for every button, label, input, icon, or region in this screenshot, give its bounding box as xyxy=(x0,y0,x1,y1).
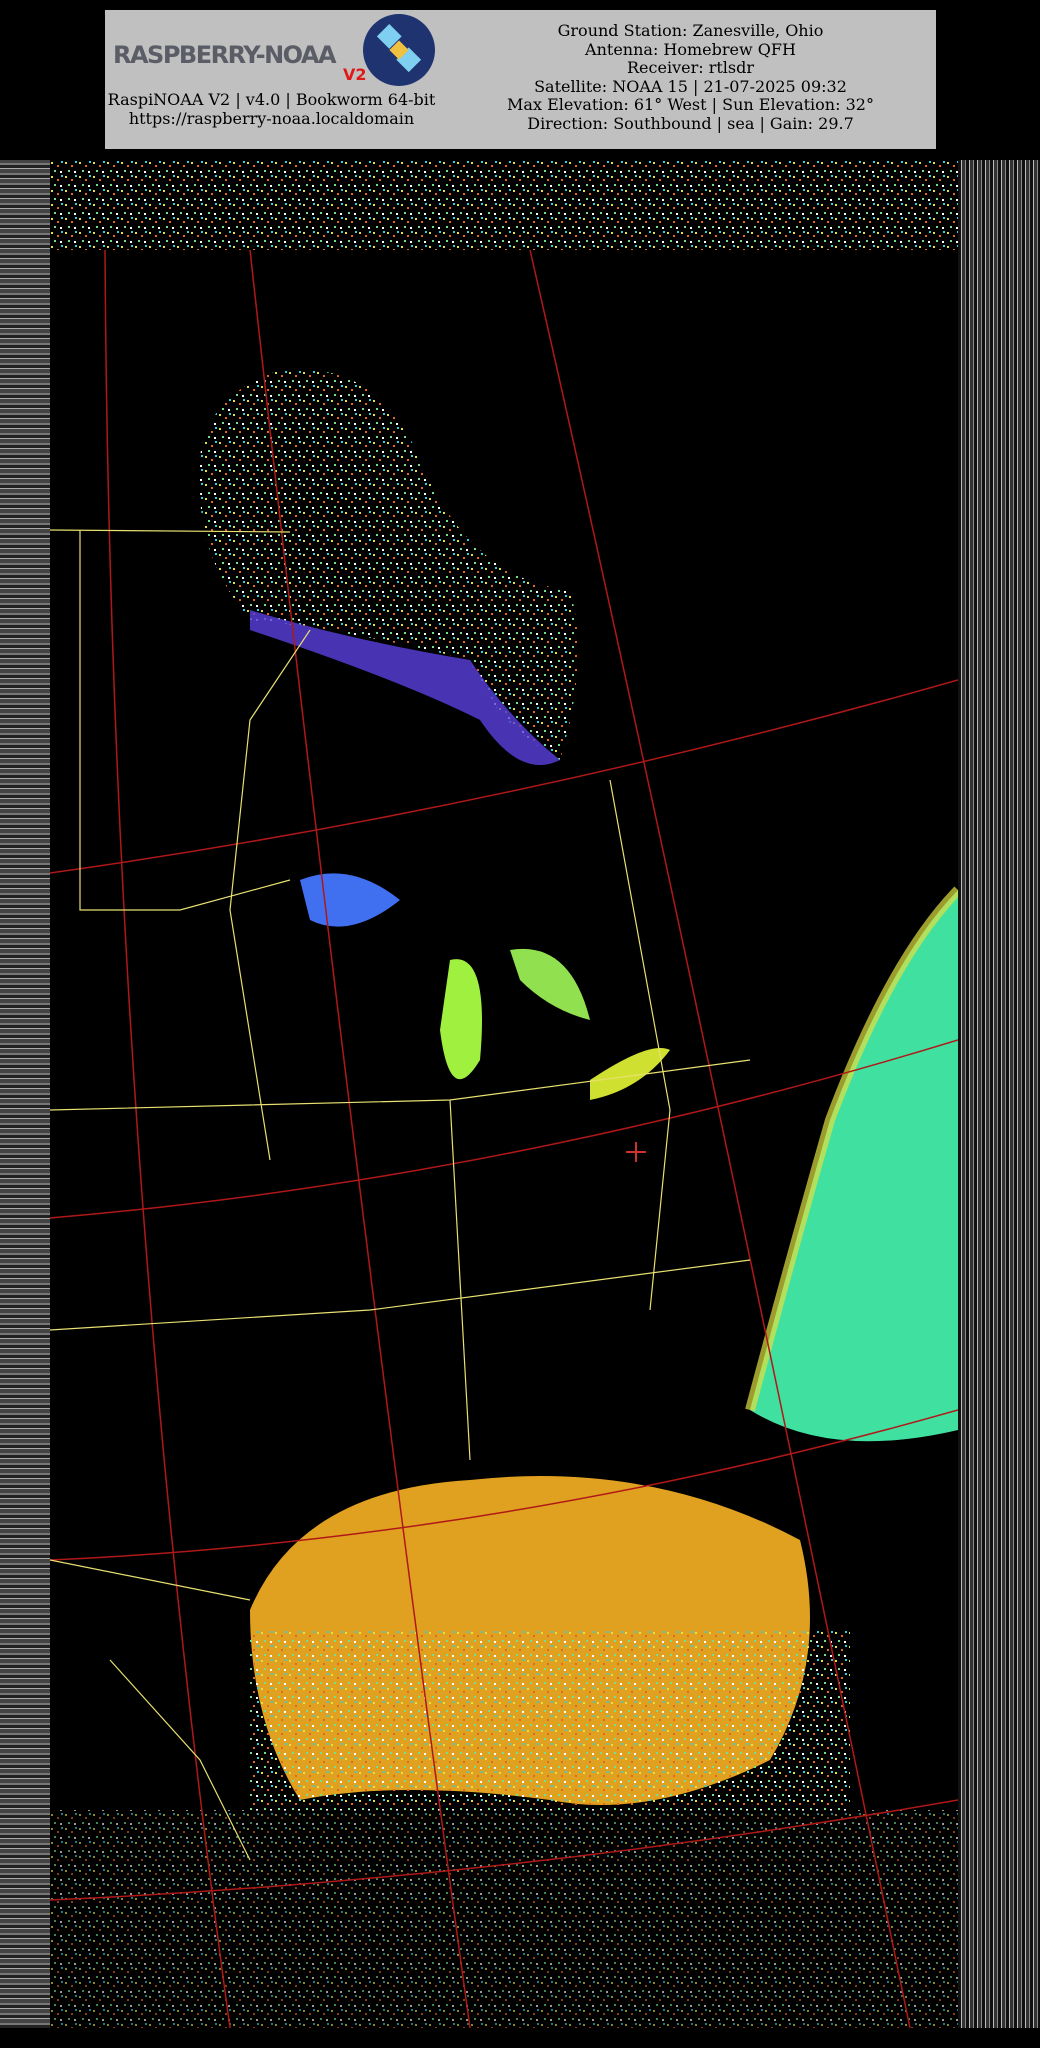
logo-text: RASPBERRY-NOAA xyxy=(113,41,337,69)
elevation: Max Elevation: 61° West | Sun Elevation:… xyxy=(507,95,874,114)
lake-superior xyxy=(300,873,400,927)
raspberry-noaa-logo: RASPBERRY-NOAA V2 xyxy=(113,14,438,88)
pass-details: Ground Station: Zanesville, Ohio Antenna… xyxy=(445,21,936,133)
hudson-bay-clouds xyxy=(199,369,578,760)
satellite: Satellite: NOAA 15 | 21-07-2025 09:32 xyxy=(534,76,847,96)
state-borders xyxy=(49,529,751,1861)
cloud-noise-bottom xyxy=(50,1810,958,2028)
satellite-logo-icon xyxy=(363,14,435,86)
hudson-bay-cold xyxy=(250,610,560,765)
antenna: Antenna: Homebrew QFH xyxy=(585,39,796,59)
atlantic-ocean xyxy=(750,890,958,1442)
lake-erie xyxy=(590,1048,670,1100)
satellite-image xyxy=(0,160,1040,2029)
receiver: Receiver: rtlsdr xyxy=(627,58,754,77)
app-url: https://raspberry-noaa.localdomain xyxy=(128,109,415,128)
lat-lon-grid xyxy=(49,249,959,2029)
direction: Direction: Southbound | sea | Gain: 29.7 xyxy=(527,113,854,133)
app-info: RaspiNOAA V2 | v4.0 | Bookworm 64-bit ht… xyxy=(105,90,438,128)
ground-station: Ground Station: Zanesville, Ohio xyxy=(557,21,824,40)
gulf-cloud-band xyxy=(250,1630,850,1810)
lake-huron xyxy=(510,948,590,1020)
map-overlay xyxy=(49,160,962,2029)
cloud-noise-top xyxy=(50,160,958,250)
telemetry-strip-left xyxy=(0,160,50,2028)
app-version: RaspiNOAA V2 | v4.0 | Bookworm 64-bit xyxy=(107,90,436,109)
logo-badge: V2 xyxy=(343,65,367,84)
lake-michigan xyxy=(440,959,482,1080)
telemetry-strip-right xyxy=(958,160,1040,2028)
ground-station-marker xyxy=(626,1142,646,1162)
pass-info-header: RASPBERRY-NOAA V2 RaspiNOAA V2 | v4.0 | … xyxy=(105,10,936,149)
